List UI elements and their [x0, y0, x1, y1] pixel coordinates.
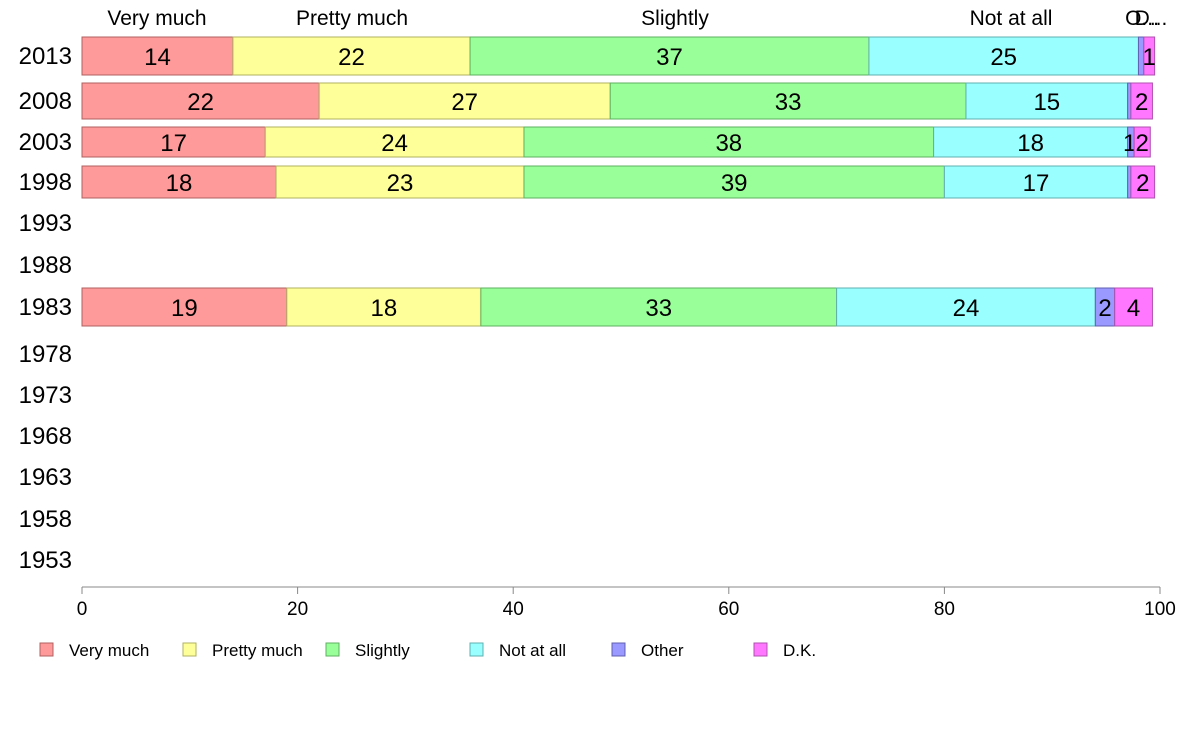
bar-2003-not-at-all — [933, 126, 1129, 158]
y-label-1993: 1993 — [19, 210, 72, 237]
bar-2003-d-k — [1133, 126, 1151, 158]
bar-1998-d-k — [1130, 165, 1156, 199]
top-label-3: Not at all — [970, 7, 1053, 30]
y-label-1998: 1998 — [19, 169, 72, 196]
bar-2003-very-much — [81, 126, 266, 158]
x-tick-label-40: 40 — [503, 599, 524, 620]
data-label-1998-not-at-all: 17 — [1023, 170, 1050, 197]
bar-2008-d-k — [1130, 82, 1153, 120]
x-tick-label-100: 100 — [1144, 599, 1176, 620]
x-tick-label-60: 60 — [718, 599, 739, 620]
top-label-5: D... — [1135, 7, 1168, 30]
data-label-1983-pretty-much: 18 — [370, 295, 397, 322]
top-label-2: Slightly — [641, 7, 709, 30]
bar-2008-slightly — [609, 82, 967, 120]
data-label-2013-pretty-much: 22 — [338, 44, 365, 71]
legend-label-slightly: Slightly — [355, 641, 410, 660]
bar-1998-not-at-all — [943, 165, 1129, 199]
legend-swatch-not-at-all — [469, 642, 484, 657]
bar-1998-slightly — [523, 165, 945, 199]
y-label-1968: 1968 — [19, 423, 72, 450]
y-label-1973: 1973 — [19, 382, 72, 409]
data-label-2008-slightly: 33 — [775, 89, 802, 116]
y-label-1963: 1963 — [19, 464, 72, 491]
legend-swatch-pretty-much — [182, 642, 197, 657]
data-label-2003-not-at-all: 18 — [1017, 130, 1044, 157]
legend-label-not-at-all: Not at all — [499, 641, 566, 660]
data-label-2013-not-at-all: 25 — [990, 44, 1017, 71]
top-label-0: Very much — [107, 7, 206, 30]
data-label-1983-other: 2 — [1098, 295, 1111, 322]
data-label-2003-other: 1 — [1123, 130, 1136, 157]
data-label-1998-slightly: 39 — [721, 170, 748, 197]
data-label-2008-pretty-much: 27 — [451, 89, 478, 116]
data-label-2008-not-at-all: 15 — [1033, 89, 1060, 116]
data-label-2008-very-much: 22 — [187, 89, 214, 116]
data-label-1983-not-at-all: 24 — [953, 295, 980, 322]
top-labels: Very much Pretty much Slightly Not at all O.… — [107, 7, 1167, 30]
data-label-2003-d-k: 2 — [1136, 130, 1149, 157]
bar-2013-d-k — [1143, 36, 1156, 76]
data-label-2013-slightly: 37 — [656, 44, 683, 71]
bar-2003-slightly — [523, 126, 935, 158]
bar-2013-pretty-much — [232, 36, 471, 76]
x-tick-label-0: 0 — [77, 599, 88, 620]
bar-2008-very-much — [81, 82, 320, 120]
legend-label-d-k: D.K. — [783, 641, 816, 660]
legend-label-other: Other — [641, 641, 684, 660]
legend-swatch-very-much — [39, 642, 54, 657]
data-label-1998-very-much: 18 — [166, 170, 193, 197]
data-label-2013-very-much: 14 — [144, 44, 171, 71]
legend-swatch-other — [611, 642, 626, 657]
data-label-2003-slightly: 38 — [715, 130, 742, 157]
x-tick-label-80: 80 — [934, 599, 955, 620]
data-label-1998-d-k: 2 — [1136, 170, 1149, 197]
legend-label-very-much: Very much — [69, 641, 149, 660]
data-label-1983-very-much: 19 — [171, 295, 198, 322]
y-label-1978: 1978 — [19, 341, 72, 368]
bar-2008-pretty-much — [318, 82, 611, 120]
bar-1983-not-at-all — [836, 287, 1096, 327]
data-label-1983-d-k: 4 — [1127, 295, 1140, 322]
bar-1998-very-much — [81, 165, 277, 199]
bars: 14 22 37 25 122 27 33 15 217 24 38 18 1 218 23 39 17 219 1… — [81, 36, 1156, 327]
y-label-2013: 2013 — [19, 43, 72, 70]
y-label-2008: 2008 — [19, 88, 72, 115]
bar-1998-pretty-much — [275, 165, 525, 199]
bar-1983-pretty-much — [286, 287, 482, 327]
y-label-1958: 1958 — [19, 506, 72, 533]
y-axis-labels: 2013 2008 2003 1998 1993 1988 1983 1978 1973 1968… — [19, 43, 72, 574]
y-label-1988: 1988 — [19, 252, 72, 279]
bar-1983-d-k — [1114, 287, 1153, 327]
x-tick-label-20: 20 — [287, 599, 308, 620]
legend-label-pretty-much: Pretty much — [212, 641, 303, 660]
legend-swatch-d-k — [753, 642, 768, 657]
legend: Very much Pretty much Slightly Not at all Ot… — [39, 641, 816, 660]
data-label-2003-very-much: 17 — [160, 130, 187, 157]
data-label-2003-pretty-much: 24 — [381, 130, 408, 157]
legend-swatch-slightly — [325, 642, 340, 657]
data-label-2008-d-k: 2 — [1135, 89, 1148, 116]
y-label-2003: 2003 — [19, 129, 72, 156]
data-label-1998-pretty-much: 23 — [387, 170, 414, 197]
top-label-1: Pretty much — [296, 7, 408, 30]
y-label-1983: 1983 — [19, 294, 72, 321]
bar-1983-slightly — [480, 287, 838, 327]
x-axis: 0 20 40 60 80 100 — [77, 586, 1176, 620]
data-label-1983-slightly: 33 — [645, 295, 672, 322]
data-label-2013-d-k: 1 — [1143, 44, 1156, 71]
top-label-4: O... — [1125, 7, 1159, 30]
y-label-1953: 1953 — [19, 547, 72, 574]
